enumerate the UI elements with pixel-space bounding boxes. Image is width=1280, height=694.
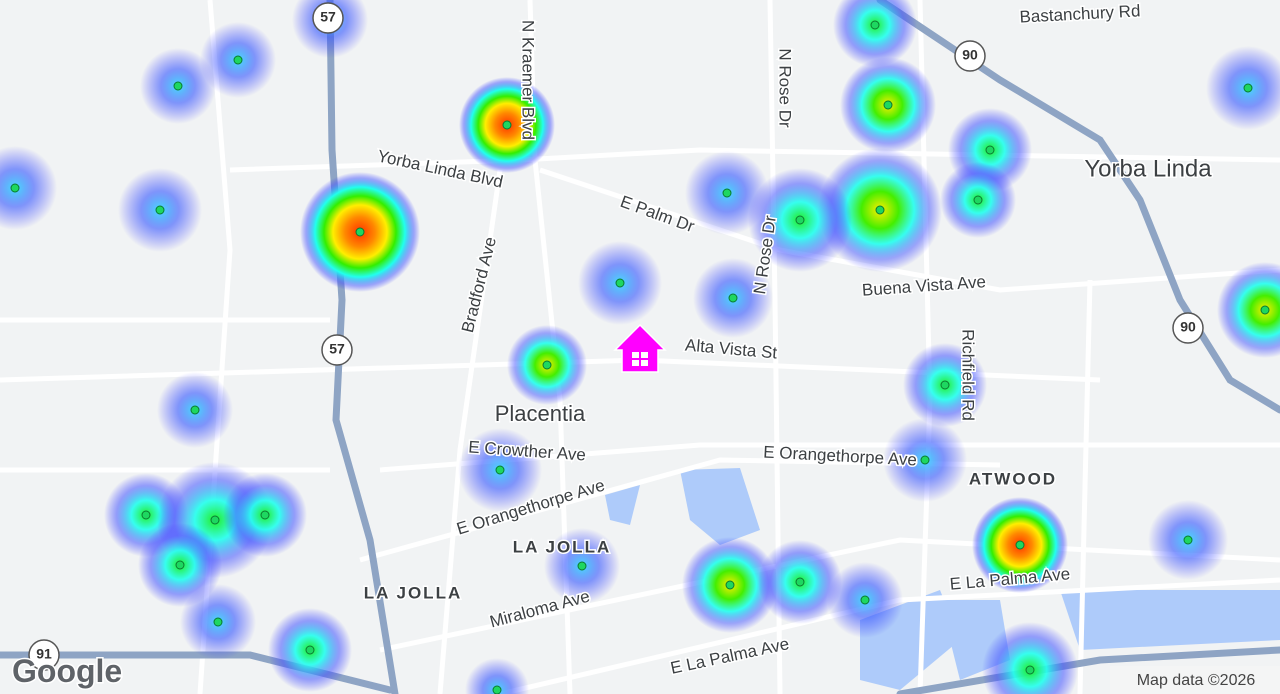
heat-point — [260, 510, 270, 520]
heat-point — [173, 81, 183, 91]
heat-point — [1260, 305, 1270, 315]
heat-point — [973, 195, 983, 205]
heat-blob — [1217, 262, 1280, 358]
heat-point — [1183, 535, 1193, 545]
heat-point — [305, 645, 315, 655]
heat-point — [210, 515, 220, 525]
street-label: N Rose Dr — [776, 48, 795, 128]
heat-point — [190, 405, 200, 415]
attribution-box — [1110, 666, 1280, 694]
heat-point — [355, 227, 365, 237]
heat-point — [920, 455, 930, 465]
heat-point — [577, 561, 587, 571]
google-logo: Google — [12, 653, 122, 689]
heat-point — [940, 380, 950, 390]
heat-point — [1025, 665, 1035, 675]
place-label: Placentia — [495, 401, 586, 426]
street-label: N Kraemer Blvd — [519, 20, 538, 140]
heat-point — [155, 205, 165, 215]
heat-point — [615, 278, 625, 288]
shield-label: 57 — [329, 341, 345, 357]
heat-point — [175, 560, 185, 570]
heat-point — [141, 510, 151, 520]
place-label: LA JOLLA — [513, 537, 611, 556]
heat-point — [492, 685, 502, 694]
heat-blob — [465, 658, 529, 694]
heat-blob — [982, 622, 1078, 694]
heat-point — [542, 360, 552, 370]
heat-blob — [0, 146, 57, 230]
heat-point — [213, 617, 223, 627]
heat-point — [10, 183, 20, 193]
heat-point — [502, 120, 512, 130]
street-label: Richfield Rd — [959, 329, 978, 421]
heat-point — [875, 205, 885, 215]
place-label: Yorba Linda — [1084, 155, 1212, 182]
shield-label: 91 — [36, 646, 52, 662]
attribution[interactable]: Map data ©2026 — [1137, 672, 1256, 689]
heat-point — [795, 215, 805, 225]
heat-point — [985, 145, 995, 155]
shield-label: 90 — [1180, 319, 1196, 335]
heat-point — [1243, 83, 1253, 93]
heat-point — [870, 20, 880, 30]
heat-point — [795, 577, 805, 587]
heat-point — [883, 100, 893, 110]
heat-point — [728, 293, 738, 303]
heat-blob — [833, 0, 917, 67]
shields — [28, 2, 1204, 671]
heat-point — [233, 55, 243, 65]
home-marker — [613, 323, 667, 373]
heat-point — [725, 580, 735, 590]
water — [605, 468, 1280, 690]
heat-point — [495, 465, 505, 475]
heat-blob — [1206, 46, 1280, 130]
heat-point — [1015, 540, 1025, 550]
heat-point — [722, 188, 732, 198]
place-label: ATWOOD — [969, 469, 1057, 488]
shield-label: 57 — [320, 9, 336, 25]
place-label: LA JOLLA — [364, 583, 462, 602]
heat-point — [860, 595, 870, 605]
shield-label: 90 — [962, 47, 978, 63]
